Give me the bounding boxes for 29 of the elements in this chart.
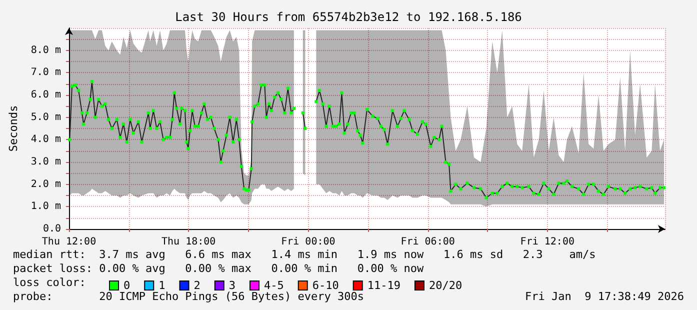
legend-label: 2: [194, 279, 200, 292]
x-tick-label: Thu 18:00: [162, 236, 216, 248]
y-tick-label: 5.0 m: [30, 112, 61, 123]
y-tick-label: 3.0 m: [30, 156, 61, 168]
y-tick-label: 6.0 m: [30, 90, 61, 100]
x-tick-label: Fri 00:00: [281, 236, 336, 248]
text: median rtt: 3.7 ms avg 6.6 ms max 1.4 ms min 1.9 ms now 1.6 ms sd 2.3 am/s: [13, 248, 596, 261]
y-tick-label: 4.0 m: [30, 134, 61, 146]
y-tick-label: 0.0: [42, 224, 61, 234]
y-axis-title: Seconds: [7, 105, 20, 152]
y-tick-label: 2.0 m: [30, 178, 61, 190]
legend-label: 6-10: [312, 279, 339, 292]
x-tick-label: Fri 06:00: [400, 236, 455, 248]
text: probe: 20 ICMP Echo Pings (56 Bytes) every 300s: [13, 290, 364, 303]
y-tick-label: 1.0 m: [30, 201, 61, 212]
legend-label: 1: [158, 279, 166, 292]
legend-label: 3: [228, 279, 236, 292]
text: Fri Jan 9 17:38:49 2026: [525, 290, 684, 303]
x-tick-label: Fri 12:00: [520, 236, 574, 248]
y-tick-label: 8.0 m: [30, 44, 61, 56]
legend-label: 4-5: [264, 279, 284, 292]
legend-label: 20/20: [428, 279, 462, 292]
legend-label: 11-19: [367, 279, 400, 292]
chart-title: Last 30 Hours from 65574b2b3e12 to 192.168.5.186: [175, 10, 522, 24]
x-tick-label: Thu 12:00: [42, 236, 96, 248]
legend-title: loss color:: [13, 276, 86, 289]
y-tick-label: 7.0 m: [30, 67, 61, 78]
legend-label: 0: [124, 279, 130, 292]
text: packet loss: 0.00 % avg 0.00 % max 0.00 % min 0.00 % now: [13, 262, 424, 275]
